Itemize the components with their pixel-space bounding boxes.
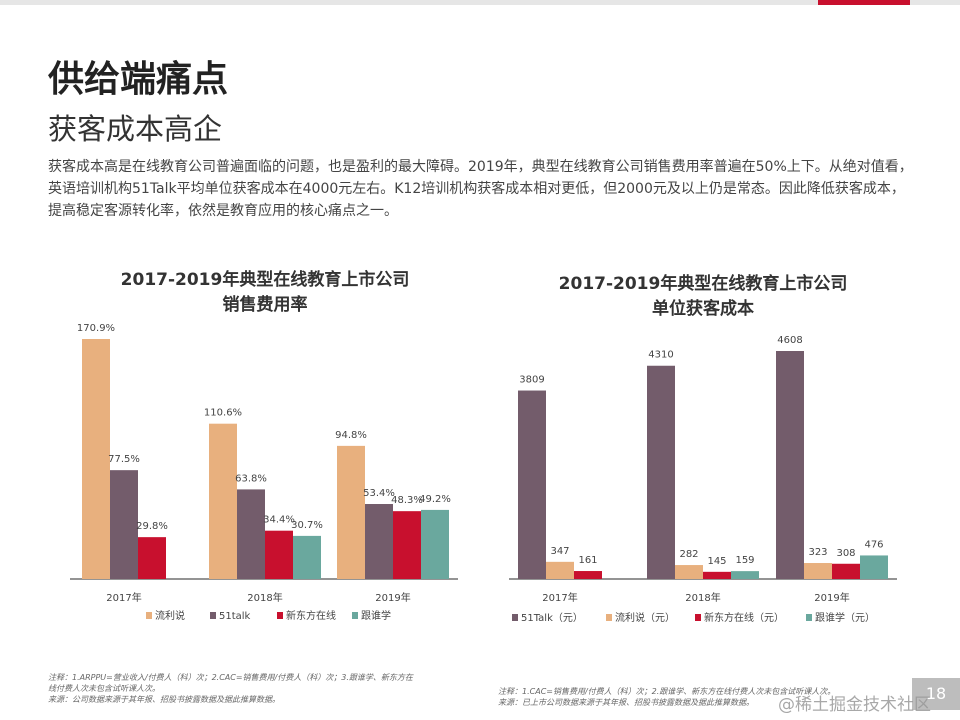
chart2-title-line2: 单位获客成本 <box>652 299 754 319</box>
bar <box>675 565 703 579</box>
legend-label: 新东方在线（元） <box>704 611 784 624</box>
bar <box>237 489 265 579</box>
data-label: 77.5% <box>108 454 140 465</box>
data-label: 110.6% <box>204 408 242 419</box>
x-tick-label: 2019年 <box>375 591 410 604</box>
data-label: 30.7% <box>291 520 323 531</box>
data-label: 49.2% <box>419 494 451 505</box>
data-label: 4310 <box>648 350 673 361</box>
legend-label: 跟谁学 <box>361 609 391 622</box>
data-label: 63.8% <box>235 473 267 484</box>
bar <box>703 571 731 579</box>
note-line: 线付费人次未包含试听课人次。 <box>48 684 160 693</box>
legend-swatch <box>512 614 518 621</box>
note-line: 来源：已上市公司数据来源于其年报、招股书披露数据及据此推算数据。 <box>498 698 754 707</box>
data-label: 94.8% <box>335 430 367 441</box>
bar <box>421 509 449 579</box>
data-label: 323 <box>808 547 827 558</box>
data-label: 170.9% <box>77 323 115 334</box>
right-notes: 注释：1.CAC=销售费用/付费人（科）次；2.跟谁学、新东方在线付费人次未包含… <box>498 686 835 708</box>
x-tick-label: 2018年 <box>685 591 720 604</box>
data-label: 48.3% <box>391 495 423 506</box>
note-line: 注释：1.ARPPU=营业收入/付费人（科）次；2.CAC=销售费用/付费人（科… <box>48 673 413 682</box>
bar <box>804 563 832 579</box>
bar <box>518 390 546 579</box>
chart1-title-line2: 销售费用率 <box>222 295 308 315</box>
bar <box>776 351 804 579</box>
chart1-title: 2017-2019年典型在线教育上市公司 销售费用率 <box>70 268 460 318</box>
bar <box>365 504 393 579</box>
legend-swatch <box>352 612 358 619</box>
data-label: 145 <box>707 556 726 567</box>
data-label: 159 <box>735 555 754 566</box>
bar <box>209 423 237 579</box>
bar <box>860 555 888 579</box>
legend-label: 流利说 <box>155 609 185 622</box>
bar <box>393 511 421 579</box>
chart1-title-line1: 2017-2019年典型在线教育上市公司 <box>120 270 410 290</box>
legend-swatch <box>210 612 216 619</box>
legend-swatch <box>606 614 612 621</box>
x-tick-label: 2018年 <box>247 591 282 604</box>
data-label: 53.4% <box>363 488 395 499</box>
bar <box>138 537 166 579</box>
bar <box>82 339 110 579</box>
legend-label: 新东方在线 <box>286 609 336 622</box>
legend-swatch <box>146 612 152 619</box>
left-notes: 注释：1.ARPPU=营业收入/付费人（科）次；2.CAC=销售费用/付费人（科… <box>48 672 413 705</box>
chart2-title-line1: 2017-2019年典型在线教育上市公司 <box>558 274 848 294</box>
legend-swatch <box>695 614 701 621</box>
page-number: 18 <box>912 678 960 710</box>
legend-swatch <box>277 612 283 619</box>
bar <box>731 571 759 579</box>
watermark: @稀土掘金技术社区 <box>778 695 931 715</box>
data-label: 347 <box>550 546 569 557</box>
top-accent-bar <box>818 0 910 5</box>
note-line: 来源：公司数据来源于其年报、招股书披露数据及据此推算数据。 <box>48 695 280 704</box>
bar <box>293 535 321 579</box>
data-label: 161 <box>578 555 597 566</box>
x-tick-label: 2017年 <box>106 591 141 604</box>
x-tick-label: 2019年 <box>814 591 849 604</box>
bar <box>832 563 860 579</box>
data-label: 282 <box>679 549 698 560</box>
bar <box>647 365 675 579</box>
legend-swatch <box>806 614 812 621</box>
legend-label: 流利说（元） <box>615 611 675 624</box>
data-label: 29.8% <box>136 521 168 532</box>
x-tick-label: 2017年 <box>542 591 577 604</box>
data-label: 34.4% <box>263 515 295 526</box>
data-label: 4608 <box>777 335 802 346</box>
data-label: 3809 <box>519 375 544 386</box>
intro-paragraph: 获客成本高是在线教育公司普遍面临的问题，也是盈利的最大障碍。2019年，典型在线… <box>48 159 913 219</box>
page-subtitle: 获客成本高企 <box>48 112 223 146</box>
bar <box>265 530 293 579</box>
top-bar <box>0 0 960 5</box>
bar <box>546 561 574 579</box>
legend-label: 51talk <box>219 611 251 622</box>
data-label: 476 <box>864 539 883 550</box>
legend-label: 跟谁学（元） <box>815 611 875 624</box>
bar <box>337 445 365 579</box>
page-title: 供给端痛点 <box>48 59 229 100</box>
legend-label: 51Talk（元） <box>521 612 583 624</box>
chart2-title: 2017-2019年典型在线教育上市公司 单位获客成本 <box>508 272 898 322</box>
data-label: 308 <box>836 548 855 559</box>
bar <box>574 571 602 579</box>
bar <box>110 470 138 579</box>
note-line: 注释：1.CAC=销售费用/付费人（科）次；2.跟谁学、新东方在线付费人次未包含… <box>498 687 836 696</box>
